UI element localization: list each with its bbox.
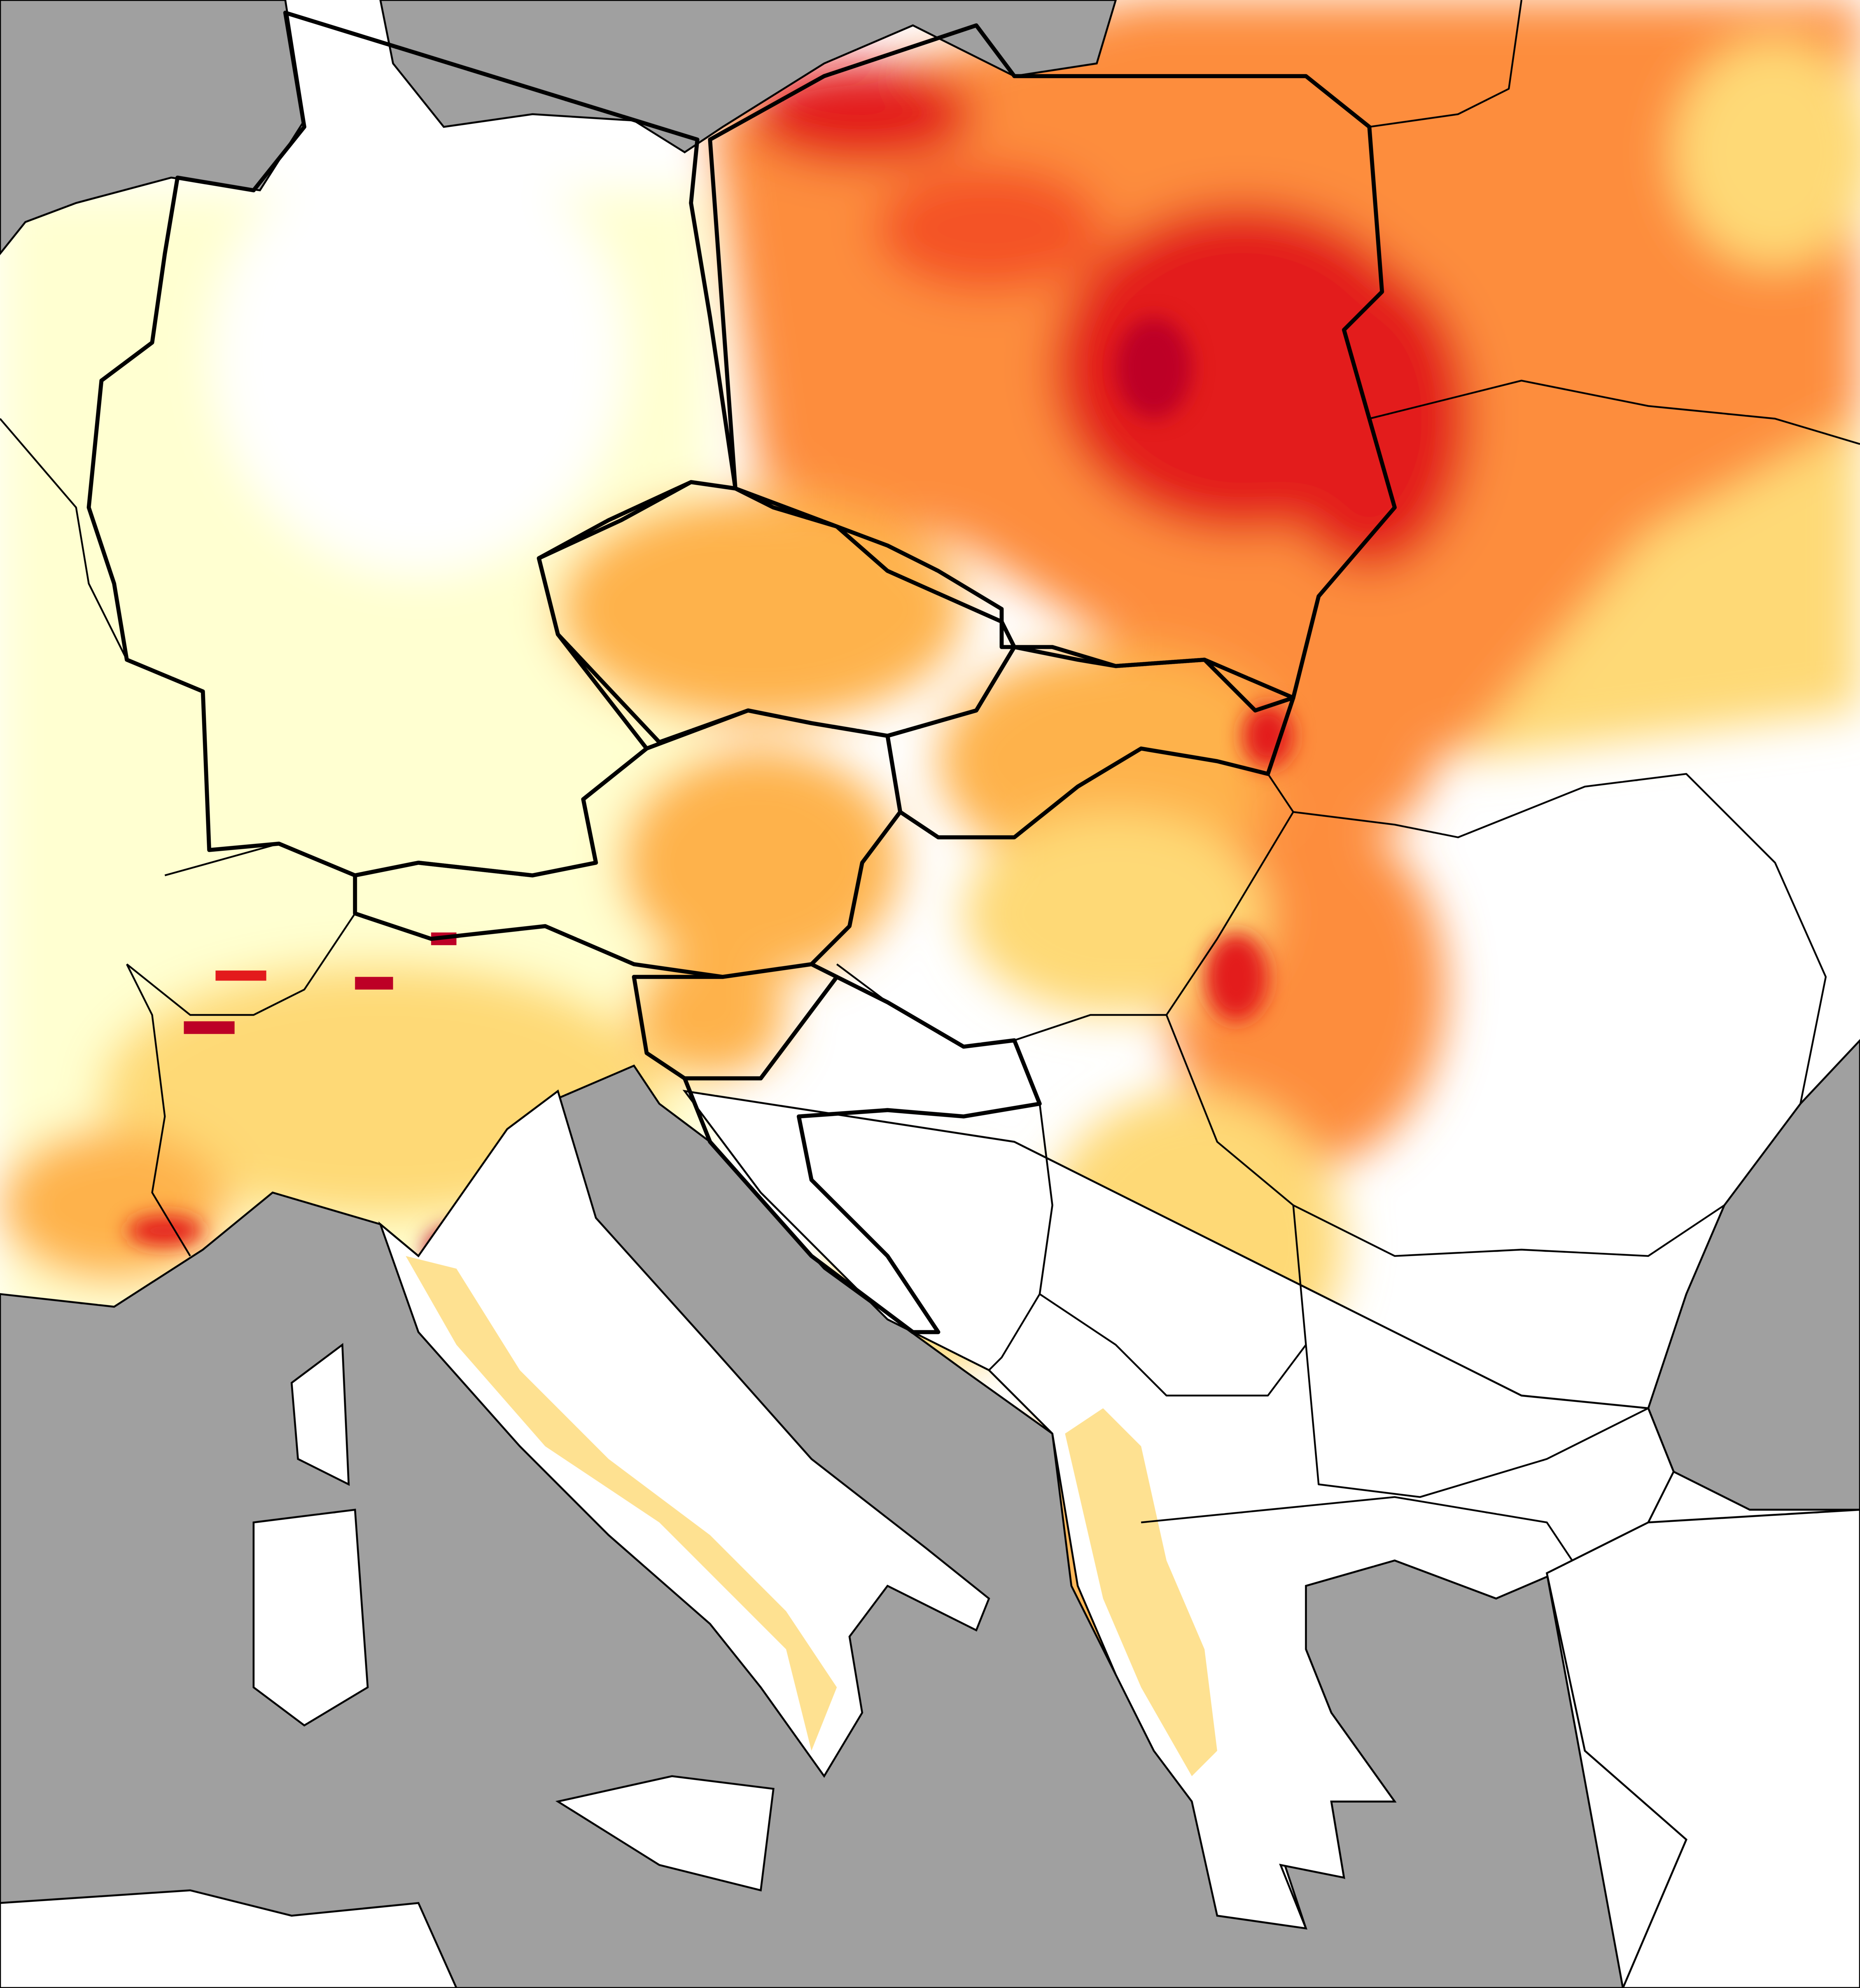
sicily [555,1775,775,1892]
heat-zone [1255,685,1433,838]
romania-border [1293,773,1827,1104]
anatolia [1545,1509,1860,1988]
heat-cells [184,932,457,1034]
heat-zone [215,139,621,571]
sardinia [252,1509,369,1727]
heat-zone [875,165,1103,292]
black-sea [1647,1039,1860,1511]
heat-zone [634,951,786,1079]
switzerland-border [126,843,356,1016]
bulgaria-border [1305,1345,1649,1498]
heat-zone [1242,704,1293,768]
france-italy-border [126,964,191,1257]
baltic-sea [379,0,1117,154]
heat-field [0,0,1860,1726]
corsica [290,1343,350,1486]
belarus-border [1369,0,1523,128]
heat-zone [964,812,1268,1015]
italy [378,1089,990,1778]
greece-border [1141,1496,1573,1561]
southern-land [0,1089,1860,1988]
heat-cell [355,976,393,990]
heat-zone [126,1215,203,1246]
borders [0,0,1860,1561]
north-africa [0,1889,457,1988]
romania-south-border [1293,1204,1725,1257]
heat-zone [938,647,1293,876]
heat-zone [1116,317,1192,419]
ukraine-border [1369,379,1860,445]
italy-heat [406,1256,837,1751]
balkans [682,1090,1675,1930]
bosnia-border [798,1103,1053,1371]
heat-cell [215,970,266,981]
france-border [0,418,203,692]
heat-cell [184,1021,235,1034]
heat-zone [558,495,964,723]
heat-zone [1673,38,1860,266]
heat-zone [1204,932,1268,1021]
hungary-border [836,773,1294,1048]
balkans-heat [1065,1408,1217,1776]
heat-zone [621,748,901,977]
heat-zone [1458,418,1860,762]
